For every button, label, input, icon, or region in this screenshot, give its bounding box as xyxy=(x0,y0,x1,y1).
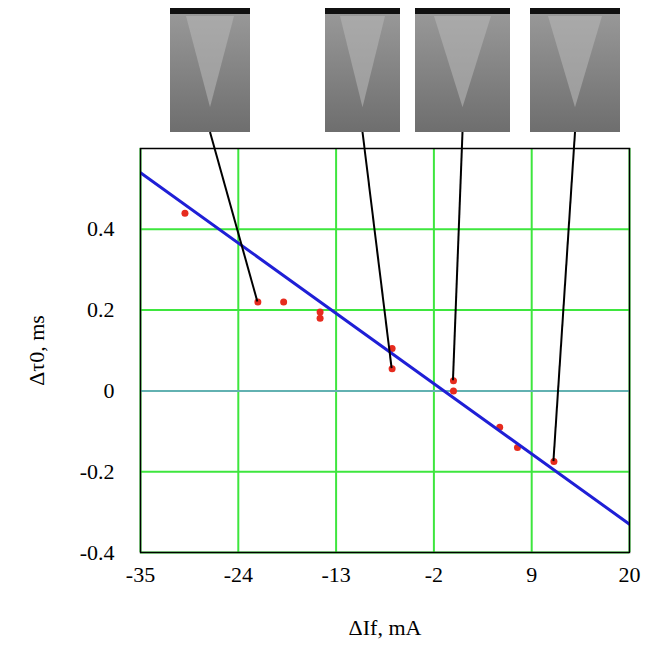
svg-text:Δτ0, ms: Δτ0, ms xyxy=(24,315,49,386)
svg-text:0: 0 xyxy=(104,378,115,403)
svg-text:9: 9 xyxy=(526,562,537,587)
svg-text:0.2: 0.2 xyxy=(87,297,115,322)
svg-text:-2: -2 xyxy=(425,562,443,587)
svg-text:-0.2: -0.2 xyxy=(80,459,115,484)
svg-text:20: 20 xyxy=(619,562,641,587)
svg-text:-35: -35 xyxy=(126,562,155,587)
svg-text:-13: -13 xyxy=(321,562,350,587)
svg-text:-0.4: -0.4 xyxy=(80,540,115,565)
svg-text:ΔIf, mA: ΔIf, mA xyxy=(349,615,422,640)
svg-text:0.4: 0.4 xyxy=(87,216,115,241)
svg-text:-24: -24 xyxy=(224,562,253,587)
